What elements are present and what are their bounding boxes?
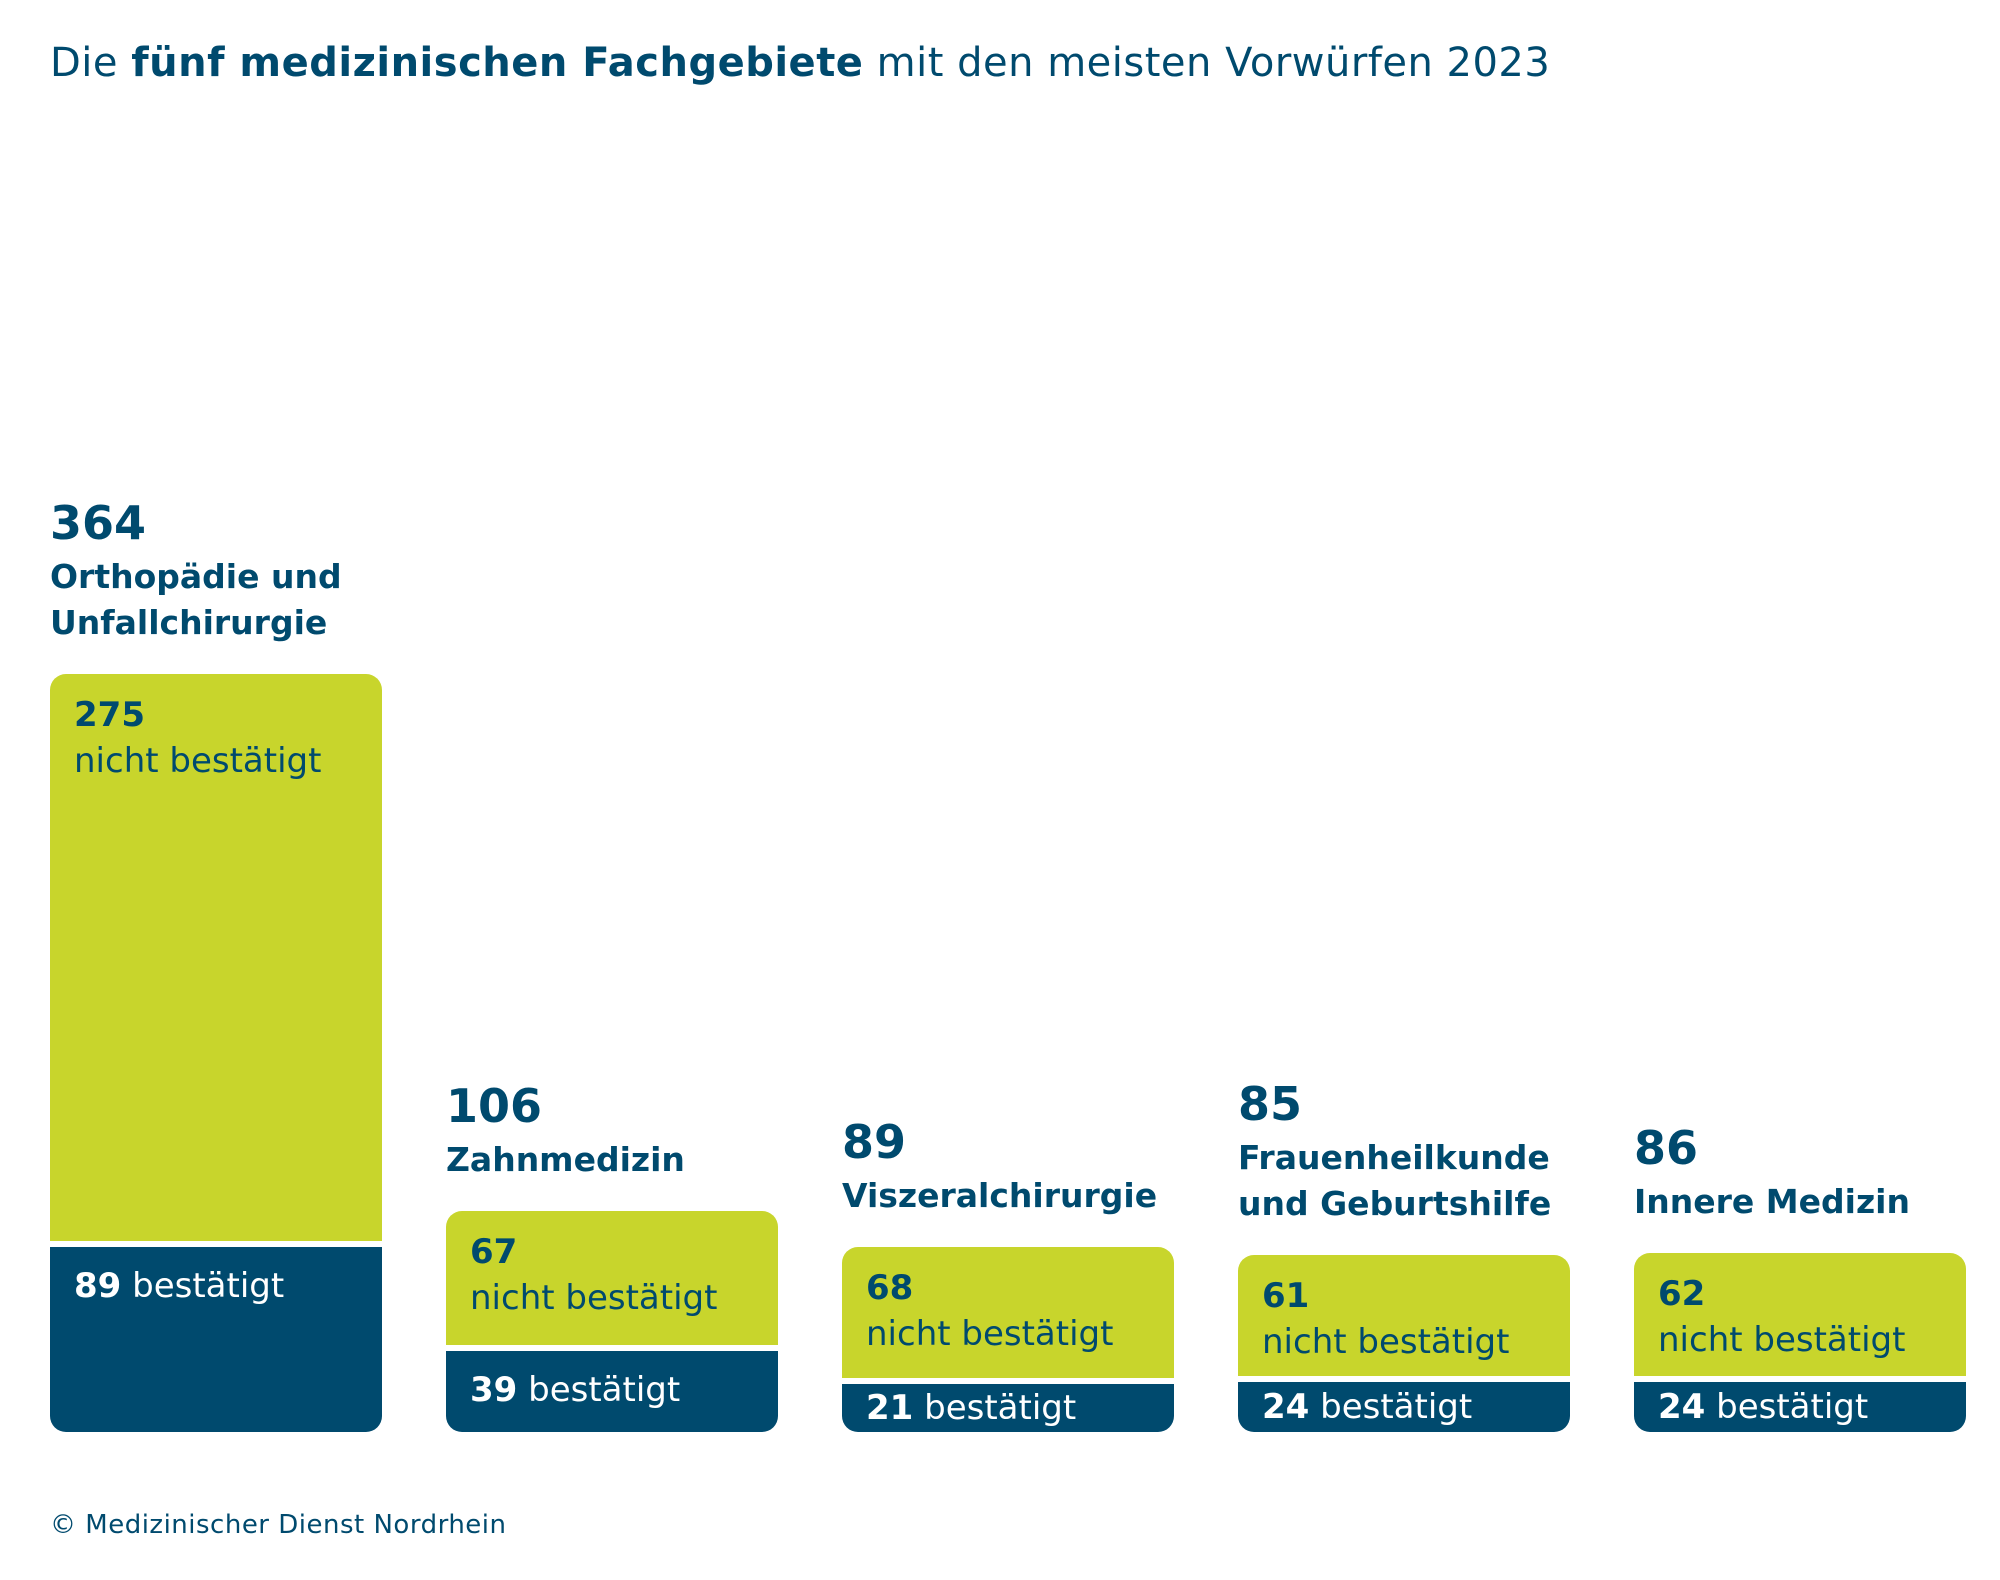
segment-series-name: nicht bestätigt bbox=[74, 740, 322, 781]
segment-label-confirmed: 24 bestätigt bbox=[1262, 1384, 1472, 1430]
category-label: Viszeralchirurgie bbox=[842, 1173, 1157, 1219]
category-label: Innere Medizin bbox=[1634, 1179, 1910, 1225]
segment-label-confirmed: 24 bestätigt bbox=[1658, 1384, 1868, 1430]
segment-value: 24 bbox=[1658, 1386, 1706, 1427]
segment-series-name: bestätigt bbox=[517, 1369, 681, 1410]
segment-series-name: bestätigt bbox=[1705, 1386, 1869, 1427]
segment-label-not-confirmed: 61 nicht bestätigt bbox=[1262, 1273, 1509, 1365]
category-label: Orthopädie und Unfallchirurgie bbox=[50, 554, 342, 646]
bar-segment-confirmed: 24 bestätigt bbox=[1634, 1382, 1966, 1432]
segment-value: 89 bbox=[74, 1265, 122, 1306]
segment-series-name: bestätigt bbox=[1309, 1386, 1473, 1427]
title-suffix: mit den meisten Vorwürfen 2023 bbox=[863, 40, 1551, 86]
category-label-line: Unfallchirurgie bbox=[50, 602, 328, 642]
category-label-line: und Geburtshilfe bbox=[1238, 1183, 1552, 1223]
segment-series-name: nicht bestätigt bbox=[1658, 1319, 1906, 1360]
segment-value: 61 bbox=[1262, 1275, 1310, 1316]
segment-label-confirmed: 21 bestätigt bbox=[866, 1385, 1076, 1431]
title-prefix: Die bbox=[50, 40, 132, 86]
segment-series-name: bestätigt bbox=[913, 1388, 1077, 1428]
total-value: 364 bbox=[50, 495, 147, 550]
bar-segment-confirmed: 24 bestätigt bbox=[1238, 1382, 1570, 1432]
segment-label-confirmed: 39 bestätigt bbox=[470, 1367, 680, 1413]
total-value: 85 bbox=[1238, 1076, 1303, 1131]
category-label-line: Orthopädie und bbox=[50, 556, 342, 596]
segment-label-not-confirmed: 62 nicht bestätigt bbox=[1658, 1271, 1905, 1363]
segment-value: 62 bbox=[1658, 1273, 1706, 1314]
segment-label-not-confirmed: 275 nicht bestätigt bbox=[74, 692, 321, 784]
category-label-line: Innere Medizin bbox=[1634, 1181, 1910, 1221]
bar-segment-confirmed: 21 bestätigt bbox=[842, 1384, 1174, 1432]
category-label-line: Frauenheilkunde bbox=[1238, 1137, 1550, 1177]
title-bold: fünf medizinischen Fachgebiete bbox=[131, 40, 864, 86]
segment-value: 39 bbox=[470, 1369, 518, 1410]
total-value: 106 bbox=[446, 1079, 543, 1134]
segment-label-not-confirmed: 67 nicht bestätigt bbox=[470, 1229, 717, 1321]
segment-series-name: nicht bestätigt bbox=[1262, 1321, 1510, 1362]
total-value: 89 bbox=[842, 1114, 907, 1169]
bar-segment-not-confirmed: 67 nicht bestätigt bbox=[446, 1211, 778, 1345]
category-label: Frauenheilkunde und Geburtshilfe bbox=[1238, 1135, 1551, 1227]
segment-series-name: nicht bestätigt bbox=[866, 1313, 1114, 1354]
bar-segment-not-confirmed: 68 nicht bestätigt bbox=[842, 1246, 1174, 1378]
segment-label-confirmed: 89 bestätigt bbox=[74, 1263, 284, 1309]
segment-value: 68 bbox=[866, 1267, 914, 1308]
chart-title: Die fünf medizinischen Fachgebiete mit d… bbox=[50, 40, 1550, 86]
bar-segment-not-confirmed: 62 nicht bestätigt bbox=[1634, 1252, 1966, 1376]
category-label-line: Viszeralchirurgie bbox=[842, 1175, 1158, 1215]
segment-value: 67 bbox=[470, 1232, 518, 1273]
copyright-footer: © Medizinischer Dienst Nordrhein bbox=[50, 1510, 507, 1540]
segment-value: 275 bbox=[74, 694, 145, 735]
segment-value: 21 bbox=[866, 1388, 914, 1428]
segment-series-name: nicht bestätigt bbox=[470, 1278, 718, 1319]
bar-segment-confirmed: 39 bestätigt bbox=[446, 1350, 778, 1432]
category-label-line: Zahnmedizin bbox=[446, 1140, 685, 1180]
bar-segment-not-confirmed: 275 nicht bestätigt bbox=[50, 673, 382, 1241]
bar-segment-not-confirmed: 61 nicht bestätigt bbox=[1238, 1254, 1570, 1376]
total-value: 86 bbox=[1634, 1120, 1699, 1175]
segment-series-name: bestätigt bbox=[121, 1265, 285, 1306]
segment-value: 24 bbox=[1262, 1386, 1310, 1427]
category-label: Zahnmedizin bbox=[446, 1137, 685, 1183]
segment-label-not-confirmed: 68 nicht bestätigt bbox=[866, 1265, 1113, 1357]
bar-segment-confirmed: 89 bestätigt bbox=[50, 1246, 382, 1432]
